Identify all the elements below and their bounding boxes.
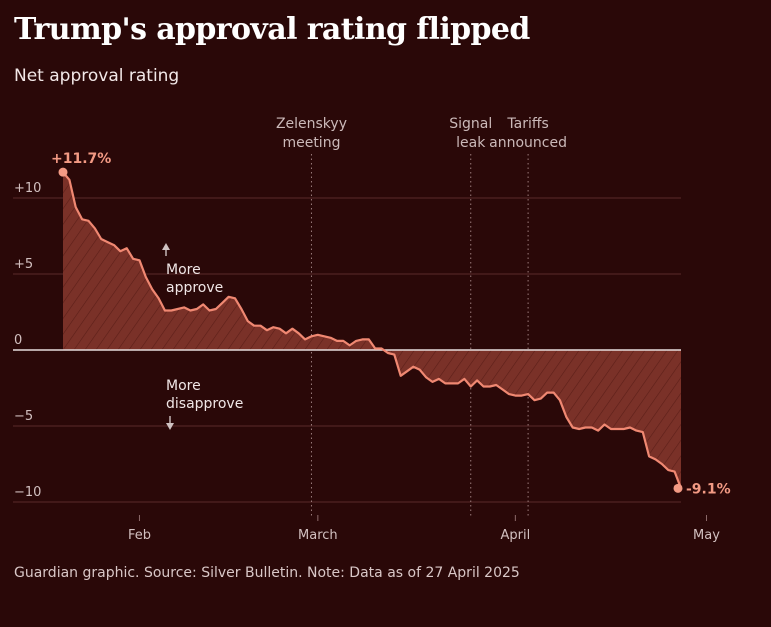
- x-tick-label: May: [693, 528, 720, 543]
- event-label: meeting: [282, 135, 340, 151]
- y-tick-label: 0: [14, 333, 22, 348]
- event-label: Signal: [449, 116, 492, 132]
- series-line: [62, 171, 683, 489]
- event-label: Tariffs: [506, 116, 548, 132]
- arrow-down-icon: [166, 423, 174, 430]
- x-tick-label: March: [298, 528, 338, 543]
- direction-labels: More approve More disapprove: [162, 243, 243, 430]
- start-value-label: +11.7%: [51, 151, 111, 167]
- more-approve-label: approve: [166, 280, 223, 296]
- y-axis-ticks: +10 +5 0 −5 −10: [14, 181, 41, 500]
- chart-title: Trump's approval rating flipped: [14, 12, 530, 47]
- arrow-up-icon: [162, 243, 170, 250]
- source-note: Guardian graphic. Source: Silver Bulleti…: [14, 565, 520, 581]
- area-layer: [63, 172, 681, 489]
- area-fill: [63, 172, 681, 489]
- chart-subtitle: Net approval rating: [14, 66, 180, 86]
- endpoint-labels: +11.7% -9.1%: [51, 151, 731, 497]
- y-tick-label: −10: [14, 485, 41, 500]
- event-label: announced: [489, 135, 567, 151]
- x-tick-label: Feb: [128, 528, 151, 543]
- more-disapprove-label: More: [166, 378, 201, 394]
- end-value-label: -9.1%: [686, 481, 731, 497]
- series-line-layer: [62, 171, 683, 489]
- event-label: leak: [456, 135, 486, 151]
- x-tick-label: April: [500, 528, 530, 543]
- y-tick-label: −5: [14, 409, 33, 424]
- more-approve-label: More: [166, 262, 201, 278]
- x-axis-ticks: Feb March April May: [128, 515, 720, 543]
- more-disapprove-label: disapprove: [166, 396, 243, 412]
- y-tick-label: +5: [14, 257, 33, 272]
- y-tick-label: +10: [14, 181, 41, 196]
- event-label: Zelenskyy: [276, 116, 347, 132]
- event-markers: Zelenskyy meeting Signal leak Tariffs announc…: [276, 116, 567, 517]
- end-point: [673, 483, 683, 493]
- start-point: [58, 167, 68, 177]
